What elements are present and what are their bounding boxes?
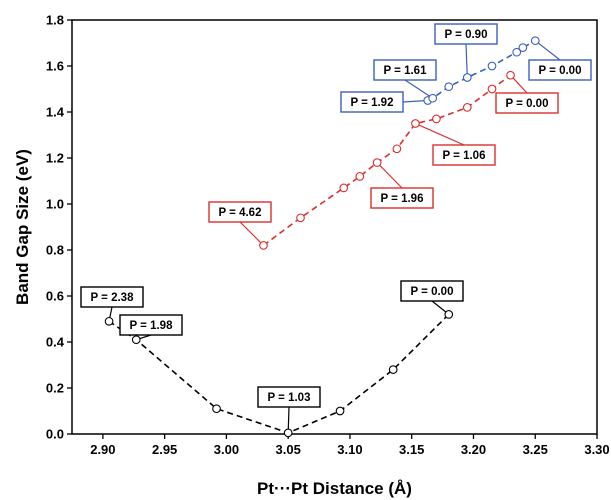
- y-tick-label: 0.0: [46, 427, 64, 442]
- annotation-label: P = 1.06: [443, 150, 486, 162]
- annotation-label: P = 0.90: [445, 29, 488, 41]
- annotation-label: P = 0.00: [539, 65, 582, 77]
- data-point: [339, 183, 349, 193]
- data-point: [530, 36, 540, 46]
- x-tick-label: 2.95: [152, 442, 177, 457]
- data-point: [212, 404, 221, 414]
- y-tick-label: 0.2: [46, 381, 64, 396]
- annotation-leader: [465, 43, 468, 78]
- annotation-box: [373, 59, 437, 81]
- data-point: [355, 172, 365, 181]
- y-axis-title: Band Gap Size (eV): [13, 149, 32, 305]
- x-tick-label: 3.05: [276, 442, 301, 457]
- data-point: [444, 82, 454, 92]
- annotation-label: P = 2.38: [91, 292, 135, 304]
- data-point: [104, 316, 114, 326]
- annotation-leader: [415, 122, 465, 146]
- data-point: [512, 47, 522, 57]
- data-point: [131, 335, 141, 345]
- annotation-box: [495, 92, 559, 114]
- y-tick-label: 1.8: [46, 13, 64, 28]
- y-tick-label: 1.0: [46, 197, 64, 212]
- data-point: [296, 213, 305, 223]
- x-tick-label: 3.00: [214, 442, 239, 457]
- x-tick-label: 3.25: [523, 442, 548, 457]
- x-tick-label: 3.10: [337, 442, 362, 457]
- annotation-label: P = 1.92: [351, 97, 394, 109]
- annotation-box: [370, 187, 434, 209]
- x-tick-label: 2.90: [90, 442, 115, 457]
- y-tick-label: 0.8: [46, 243, 64, 258]
- annotation-label: P = 0.00: [411, 286, 454, 298]
- annotation-leader: [376, 162, 403, 189]
- annotation-box: [119, 314, 183, 336]
- y-tick-label: 1.4: [46, 105, 65, 120]
- annotation-label: P = 0.00: [506, 98, 549, 110]
- annotation-label: P = 1.61: [384, 65, 428, 77]
- data-point: [335, 406, 345, 416]
- annotation-leader: [239, 221, 264, 246]
- annotation-label: P = 1.03: [268, 392, 311, 404]
- y-tick-label: 0.6: [46, 289, 64, 304]
- annotation-label: P = 1.96: [381, 193, 424, 205]
- x-tick-label: 3.30: [584, 442, 609, 457]
- data-point: [487, 61, 497, 71]
- data-point: [372, 158, 382, 167]
- data-point: [444, 310, 454, 319]
- y-tick-label: 0.4: [46, 335, 65, 350]
- data-point: [518, 43, 528, 52]
- data-point: [259, 241, 268, 250]
- y-tick-label: 1.2: [46, 151, 64, 166]
- annotation-box: [400, 280, 464, 302]
- annotation-box: [434, 23, 498, 45]
- data-point: [487, 84, 497, 94]
- x-axis-title: Pt···Pt Distance (Å): [257, 479, 412, 498]
- annotation-box: [208, 201, 272, 223]
- x-tick-label: 3.20: [461, 442, 486, 457]
- annotation-leader: [404, 79, 434, 99]
- data-point: [388, 365, 398, 374]
- plot-area: [71, 19, 598, 435]
- annotation-box: [340, 91, 404, 113]
- data-point: [283, 428, 293, 438]
- annotation-leader: [534, 40, 561, 61]
- data-point: [432, 114, 441, 124]
- annotation-box: [432, 144, 496, 166]
- annotation-label: P = 1.98: [130, 320, 174, 332]
- data-point: [411, 119, 420, 128]
- y-tick-label: 1.6: [46, 59, 64, 74]
- data-point: [392, 144, 402, 154]
- x-tick-label: 3.15: [399, 442, 424, 457]
- annotation-label: P = 4.62: [219, 207, 262, 219]
- annotation-box: [80, 286, 144, 308]
- annotation-box: [528, 59, 592, 81]
- annotation-box: [257, 386, 321, 408]
- data-point: [462, 103, 472, 112]
- data-point: [462, 73, 472, 82]
- data-point: [506, 70, 515, 80]
- data-point: [428, 93, 438, 103]
